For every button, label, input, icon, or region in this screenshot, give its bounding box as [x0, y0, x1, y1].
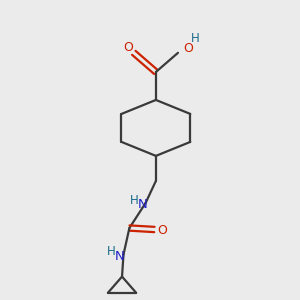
Text: O: O	[157, 224, 167, 237]
Text: O: O	[183, 42, 193, 55]
Text: N: N	[138, 198, 148, 211]
Text: H: H	[191, 32, 200, 45]
Text: H: H	[107, 245, 116, 258]
Text: N: N	[115, 250, 124, 262]
Text: O: O	[123, 41, 133, 54]
Text: H: H	[130, 194, 139, 207]
